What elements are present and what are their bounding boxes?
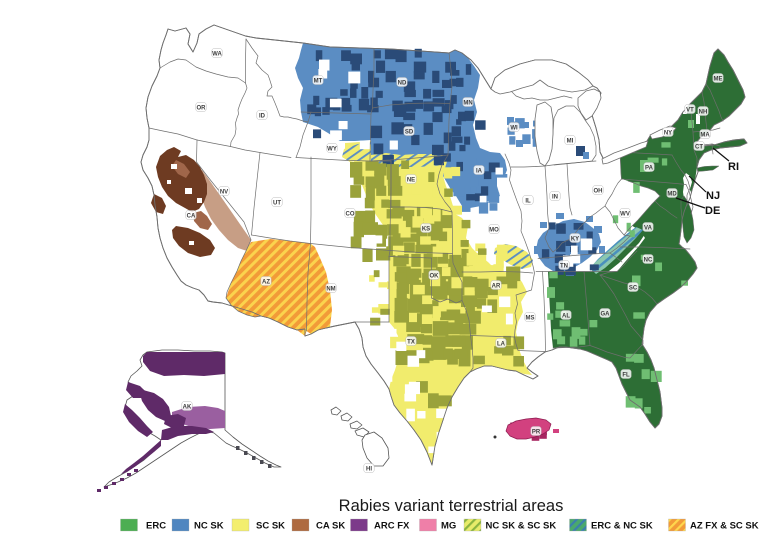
svg-text:CT: CT (695, 144, 703, 150)
svg-text:MG: MG (441, 521, 456, 532)
svg-text:AR: AR (492, 283, 501, 289)
svg-text:FL: FL (622, 372, 630, 378)
svg-text:AL: AL (562, 313, 570, 319)
svg-text:ERC & NC SK: ERC & NC SK (591, 521, 653, 532)
svg-text:CA SK: CA SK (316, 521, 345, 532)
svg-text:AZ: AZ (262, 279, 270, 285)
svg-text:DE: DE (705, 205, 720, 217)
svg-text:PR: PR (532, 429, 541, 435)
svg-text:WA: WA (212, 51, 222, 57)
svg-text:MD: MD (667, 191, 677, 197)
svg-text:NC SK: NC SK (194, 521, 224, 532)
svg-text:TX: TX (407, 339, 415, 345)
svg-text:NC: NC (644, 257, 653, 263)
svg-text:ND: ND (398, 80, 407, 86)
svg-text:SD: SD (405, 129, 414, 135)
svg-text:WV: WV (620, 211, 630, 217)
svg-text:ERC: ERC (146, 521, 166, 532)
svg-text:NM: NM (326, 286, 335, 292)
svg-text:AK: AK (183, 404, 192, 410)
svg-text:KY: KY (571, 236, 579, 242)
svg-text:CO: CO (346, 211, 355, 217)
svg-text:LA: LA (497, 341, 506, 347)
svg-text:IN: IN (552, 194, 558, 200)
svg-text:OR: OR (197, 105, 207, 111)
svg-text:UT: UT (273, 200, 281, 206)
svg-text:OK: OK (430, 273, 440, 279)
svg-text:VT: VT (686, 107, 694, 113)
svg-text:SC: SC (629, 285, 638, 291)
svg-text:CA: CA (187, 213, 196, 219)
svg-text:HI: HI (366, 466, 372, 472)
svg-text:Rabies variant terrestrial are: Rabies variant terrestrial areas (339, 497, 564, 515)
svg-text:MO: MO (489, 227, 499, 233)
svg-text:RI: RI (728, 161, 739, 173)
svg-text:NJ: NJ (706, 190, 720, 202)
svg-text:MI: MI (567, 138, 574, 144)
svg-text:MN: MN (463, 100, 472, 106)
svg-text:NV: NV (220, 189, 228, 195)
svg-text:NH: NH (699, 109, 708, 115)
svg-text:ID: ID (259, 113, 266, 119)
svg-text:VA: VA (644, 225, 653, 231)
svg-text:ARC FX: ARC FX (374, 521, 410, 532)
svg-text:IA: IA (476, 168, 483, 174)
svg-text:WI: WI (510, 125, 518, 131)
svg-text:MA: MA (700, 132, 710, 138)
svg-text:MT: MT (314, 78, 323, 84)
svg-text:ME: ME (714, 76, 723, 82)
svg-text:WY: WY (327, 146, 337, 152)
svg-text:NE: NE (407, 177, 415, 183)
svg-text:SC SK: SC SK (256, 521, 285, 532)
svg-text:MS: MS (526, 315, 535, 321)
svg-text:KS: KS (422, 226, 430, 232)
svg-text:NC SK & SC SK: NC SK & SC SK (486, 521, 557, 532)
svg-text:PA: PA (645, 165, 654, 171)
svg-text:AZ FX & SC SK: AZ FX & SC SK (690, 521, 759, 532)
svg-text:IL: IL (525, 198, 531, 204)
svg-text:TN: TN (560, 263, 568, 269)
svg-text:NY: NY (664, 130, 672, 136)
svg-text:GA: GA (601, 311, 611, 317)
svg-text:OH: OH (594, 188, 603, 194)
